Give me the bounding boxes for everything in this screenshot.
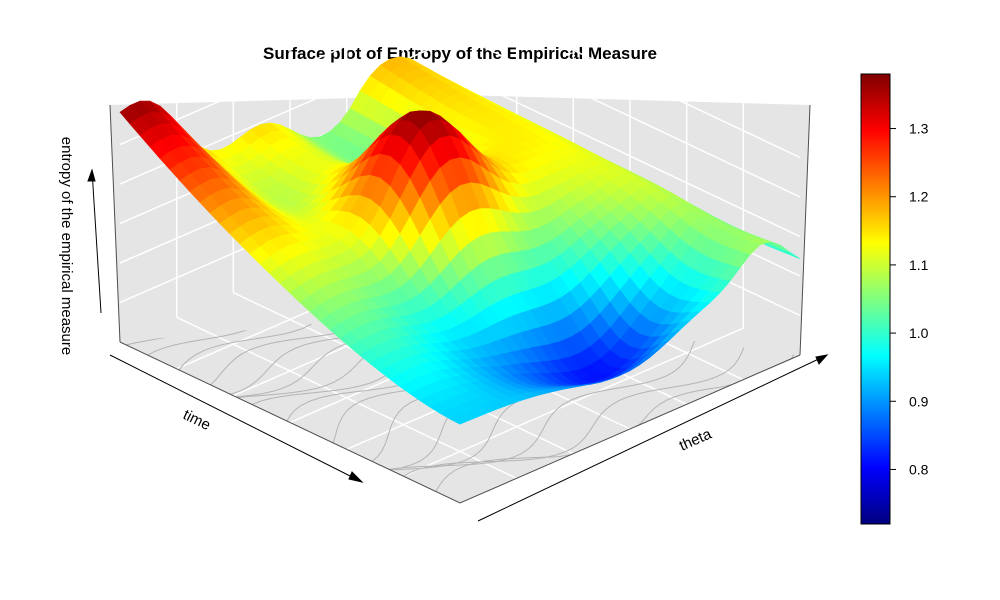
colorbar-tick-label: 1.3 bbox=[909, 121, 929, 137]
colorbar-tick-label: 1.0 bbox=[909, 325, 929, 341]
floor-contour-line bbox=[147, 310, 488, 356]
grid-line bbox=[459, 35, 801, 198]
colorbar-tick-label: 0.8 bbox=[909, 461, 929, 477]
colorbar-tick-label: 0.9 bbox=[909, 393, 929, 409]
colorbar-ticks: 0.8 0.9 1.0 1.1 1.2 1.3 bbox=[890, 121, 929, 477]
surface-facet bbox=[449, 414, 471, 425]
grid-line bbox=[465, 0, 801, 159]
y-axis-label: theta bbox=[677, 425, 715, 454]
z-axis-arrowhead bbox=[87, 168, 96, 182]
theta-axis-arrow bbox=[477, 354, 828, 522]
colorbar-tick-label: 1.2 bbox=[909, 189, 929, 205]
colorbar bbox=[860, 73, 891, 525]
axis-arrows bbox=[87, 168, 829, 522]
time-axis-arrow bbox=[109, 354, 363, 483]
chart-title: Surface plot of Entropy of the Empirical… bbox=[263, 44, 657, 63]
floor-contour-line bbox=[389, 315, 717, 470]
z-axis-arrow bbox=[91, 169, 102, 314]
time-axis-arrowhead bbox=[348, 471, 364, 483]
border-right-front bbox=[799, 104, 811, 356]
colorbar-tick-label: 1.1 bbox=[909, 257, 929, 273]
floor-contour-line bbox=[403, 330, 751, 477]
floor-contour-line bbox=[178, 310, 516, 371]
border-left-front bbox=[109, 104, 121, 343]
floor-contour-line bbox=[210, 310, 541, 386]
x-axis-label: time bbox=[180, 406, 213, 434]
entropy-surface bbox=[119, 56, 801, 425]
grid-line bbox=[459, 74, 801, 238]
border-floor bbox=[119, 341, 801, 504]
z-axis-label: entropy of the empirical measure bbox=[58, 137, 75, 355]
grid-line bbox=[119, 0, 454, 146]
theta-axis-arrowhead bbox=[815, 354, 829, 365]
